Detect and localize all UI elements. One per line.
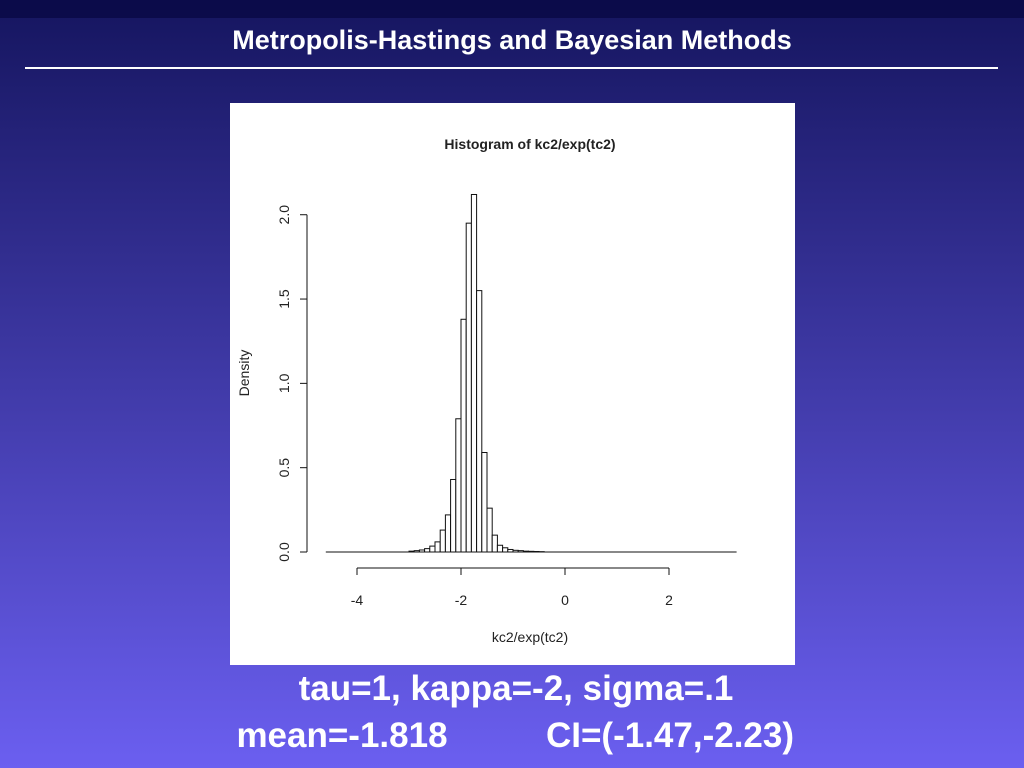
y-tick-label: 2.0 — [276, 205, 292, 225]
histogram-bar — [413, 550, 420, 553]
chart-panel — [230, 103, 795, 665]
top-band — [0, 0, 1024, 18]
histogram-bar — [444, 514, 452, 553]
histogram-bar — [460, 318, 467, 553]
y-tick-label: 0.5 — [276, 458, 292, 478]
histogram-bar — [476, 290, 483, 553]
histogram-bar — [496, 544, 504, 553]
chart-title: Histogram of kc2/exp(tc2) — [444, 136, 615, 152]
x-tick-label: -4 — [351, 592, 364, 608]
histogram-bar — [517, 550, 524, 553]
x-tick-label: -2 — [455, 592, 468, 608]
histogram-bar — [470, 193, 478, 553]
histogram-bar — [429, 545, 436, 553]
y-tick-label: 1.5 — [276, 289, 292, 309]
histogram-bar — [528, 550, 535, 553]
histogram-bar — [455, 418, 462, 553]
y-tick-label: 1.0 — [276, 373, 292, 393]
histogram-bar — [507, 548, 514, 553]
slide-title: Metropolis-Hastings and Bayesian Methods — [232, 25, 792, 55]
histogram-bar — [481, 452, 488, 553]
histogram-bar — [533, 550, 540, 553]
x-axis-label: kc2/exp(tc2) — [492, 629, 568, 645]
histogram-bar — [424, 548, 431, 553]
histogram-bar — [491, 534, 498, 553]
histogram-bar — [439, 529, 446, 553]
y-tick-label: 0.0 — [276, 542, 292, 562]
caption: tau=1, kappa=-2, sigma=.1 — [299, 669, 734, 708]
x-tick-label: 0 — [561, 592, 569, 608]
histogram-bar — [486, 507, 493, 553]
histogram-bar — [450, 478, 457, 553]
histogram-bar — [434, 541, 441, 553]
x-tick-label: 2 — [665, 592, 673, 608]
caption: CI=(-1.47,-2.23) — [546, 716, 794, 755]
histogram-bar — [408, 550, 415, 553]
histogram-bar — [502, 547, 509, 553]
histogram-bar — [522, 550, 530, 553]
caption: mean=-1.818 — [236, 716, 447, 755]
histogram-bar — [465, 222, 472, 553]
histogram-bar — [418, 549, 426, 553]
y-axis-label: Density — [236, 350, 252, 397]
histogram-bar — [512, 549, 519, 553]
